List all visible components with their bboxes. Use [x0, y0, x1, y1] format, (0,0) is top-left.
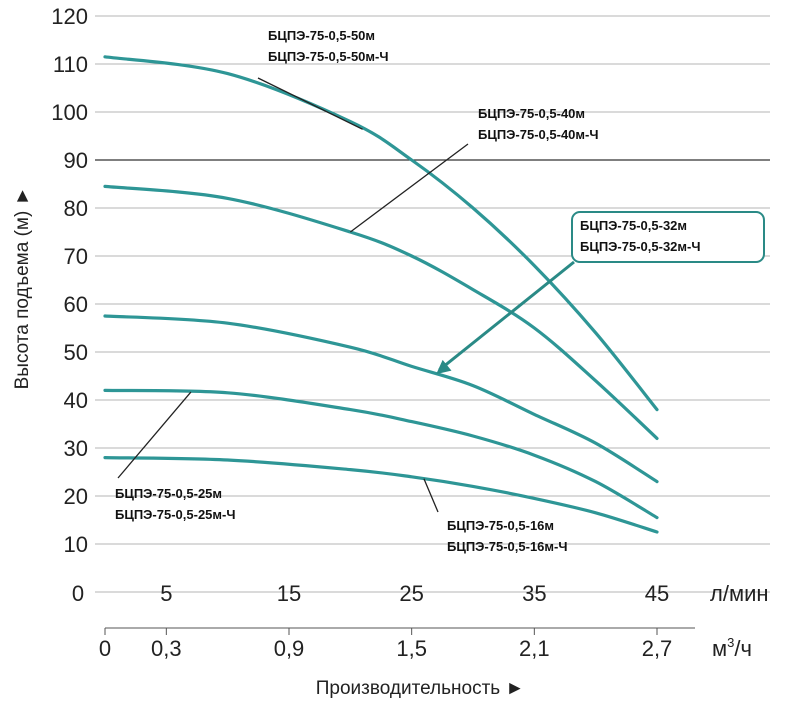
series-label-1-0: БЦПЭ-75-0,5-40м — [478, 106, 585, 121]
series-label-3-1: БЦПЭ-75-0,5-25м-Ч — [115, 507, 236, 522]
leader-line-0 — [257, 77, 363, 130]
series-line-4 — [103, 456, 659, 534]
y-tick-label: 60 — [64, 292, 88, 317]
series-line-1 — [103, 184, 659, 440]
series-label-1-1: БЦПЭ-75-0,5-40м-Ч — [478, 127, 599, 142]
y-tick-label: 120 — [51, 4, 88, 29]
leader-line-3 — [117, 391, 192, 479]
x-tick-label: 0 — [72, 581, 84, 606]
axis-layer: 10 20 30 40 50 60 70 80 90 100 110 120 0 5 15 25 35 45 0 0,… — [51, 4, 695, 661]
x2-tick-label: 0 — [99, 636, 111, 661]
x2-tick-label: 0,3 — [151, 636, 182, 661]
x2-tick-label: 2,1 — [519, 636, 550, 661]
y-axis-label: Высота подъема (м) ► — [12, 187, 33, 390]
y-tick-label: 30 — [64, 436, 88, 461]
y-tick-label: 110 — [53, 52, 88, 77]
curve-layer — [103, 55, 659, 534]
series-label-3-0: БЦПЭ-75-0,5-25м — [115, 486, 222, 501]
leader-line-1 — [349, 143, 469, 233]
y-tick-label: 90 — [64, 148, 88, 173]
series-line-0 — [103, 55, 659, 412]
y-tick-label: 40 — [64, 388, 88, 413]
x-axis-label: Производительность ► — [316, 678, 525, 699]
x2-tick-label: 0,9 — [274, 636, 305, 661]
x-tick-label: 45 — [645, 581, 669, 606]
y-tick-label: 10 — [64, 532, 88, 557]
x2-unit-m3h: м3/ч — [712, 635, 752, 661]
leader-line-4 — [423, 478, 439, 513]
x-tick-label: 15 — [277, 581, 301, 606]
x-tick-label: 25 — [399, 581, 423, 606]
series-line-2 — [103, 314, 659, 484]
series-label-box-2 — [571, 211, 765, 263]
series-label-2-1: БЦПЭ-75-0,5-32м-Ч — [580, 239, 701, 254]
annotation-layer: БЦПЭ-75-0,5-50м БЦПЭ-75-0,5-50м-Ч БЦПЭ-75-… — [115, 28, 765, 554]
leader-arrow-2 — [438, 260, 575, 372]
series-label-0-0: БЦПЭ-75-0,5-50м — [268, 28, 375, 43]
y-tick-label: 80 — [64, 196, 88, 221]
y-tick-label: 50 — [64, 340, 88, 365]
arrowhead-2 — [436, 359, 452, 375]
series-label-4-1: БЦПЭ-75-0,5-16м-Ч — [447, 539, 568, 554]
x2-tick-label: 2,7 — [642, 636, 673, 661]
y-tick-label: 100 — [51, 100, 88, 125]
series-label-2-0: БЦПЭ-75-0,5-32м — [580, 218, 687, 233]
series-label-0-1: БЦПЭ-75-0,5-50м-Ч — [268, 49, 389, 64]
series-line-3 — [103, 388, 659, 520]
x-tick-label: 5 — [160, 581, 172, 606]
x2-tick-label: 1,5 — [396, 636, 427, 661]
grid-layer — [95, 15, 770, 593]
x-unit-lmin: л/мин — [710, 581, 769, 606]
y-tick-label: 70 — [64, 244, 88, 269]
x-tick-label: 35 — [522, 581, 546, 606]
y-tick-label: 20 — [64, 484, 88, 509]
series-label-4-0: БЦПЭ-75-0,5-16м — [447, 518, 554, 533]
